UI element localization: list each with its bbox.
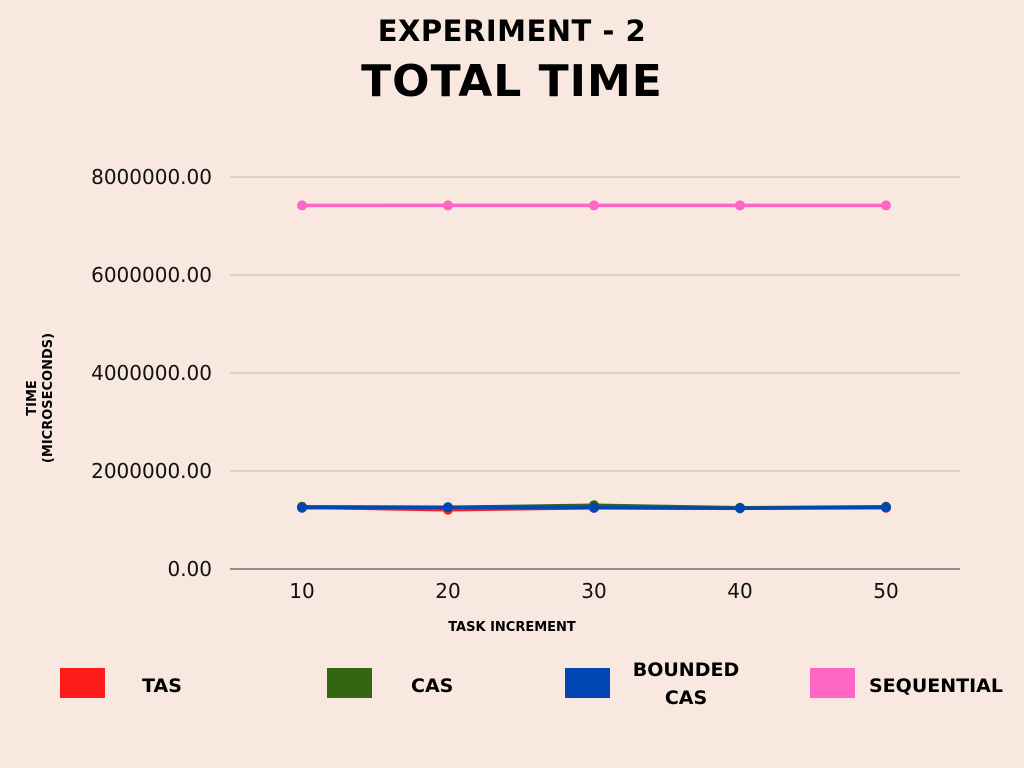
x-tick-label: 50 — [873, 579, 898, 603]
legend-swatch-cas — [327, 668, 372, 698]
y-axis-title-line: (MICROSECONDS) — [41, 333, 56, 463]
chart-title: TOTAL TIME — [361, 56, 663, 107]
y-tick-label: 6000000.00 — [91, 263, 212, 287]
data-point-bounded-cas — [881, 502, 891, 513]
data-point-sequential — [735, 200, 745, 211]
y-axis-title-line: TIME — [25, 380, 40, 416]
x-tick-label: 10 — [289, 579, 314, 603]
x-tick-label: 20 — [435, 579, 460, 603]
data-point-bounded-cas — [735, 503, 745, 514]
data-point-bounded-cas — [589, 502, 599, 513]
legend-label-line: CAS — [665, 687, 707, 709]
legend-swatch-sequential — [810, 668, 855, 698]
data-point-bounded-cas — [443, 502, 453, 513]
y-tick-label: 2000000.00 — [91, 459, 212, 483]
data-point-sequential — [881, 200, 891, 211]
y-axis-title: TIME(MICROSECONDS) — [25, 333, 56, 463]
legend-label-cas: CAS — [411, 675, 453, 697]
x-tick-label: 30 — [581, 579, 606, 603]
legend-label-tas: TAS — [142, 675, 182, 697]
legend-label-line: BOUNDED — [633, 659, 740, 681]
y-tick-label: 0.00 — [167, 557, 212, 581]
data-point-sequential — [443, 200, 453, 211]
legend-swatch-bounded-cas — [565, 668, 610, 698]
x-axis-title: TASK INCREMENT — [448, 620, 576, 635]
data-point-bounded-cas — [297, 502, 307, 513]
chart-subtitle: EXPERIMENT - 2 — [377, 14, 647, 48]
x-tick-label: 40 — [727, 579, 752, 603]
y-tick-label: 4000000.00 — [91, 361, 212, 385]
data-point-sequential — [297, 200, 307, 211]
legend-label-bounded-cas: BOUNDED CAS — [633, 659, 740, 709]
y-tick-label: 8000000.00 — [91, 165, 212, 189]
data-point-sequential — [589, 200, 599, 211]
legend-swatch-tas — [60, 668, 105, 698]
legend-label-sequential: SEQUENTIAL — [869, 675, 1003, 697]
